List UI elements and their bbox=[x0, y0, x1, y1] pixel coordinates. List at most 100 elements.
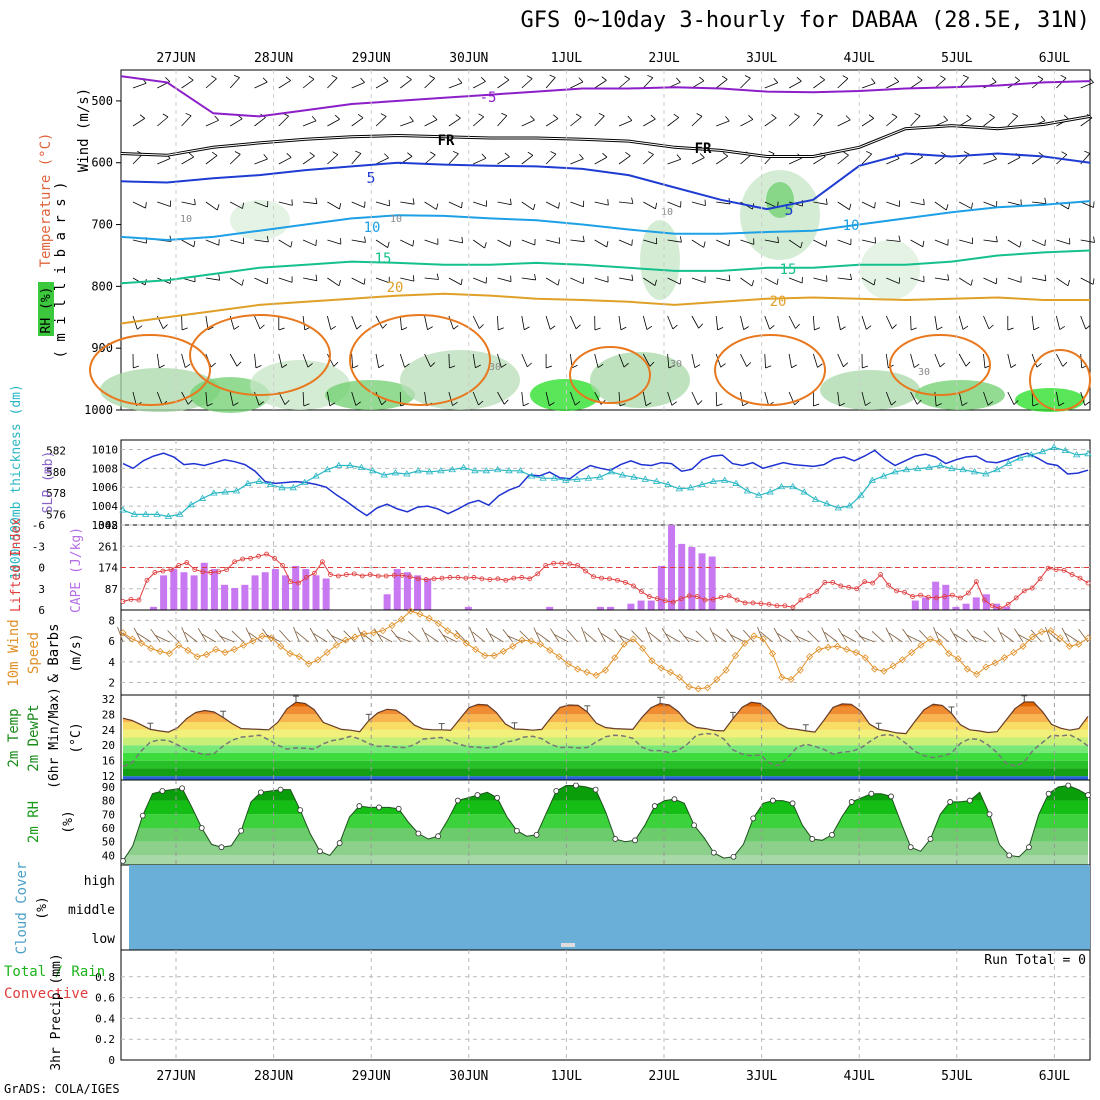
wind-speed-point bbox=[759, 635, 767, 643]
lifted-index-point bbox=[646, 594, 652, 599]
lifted-index-point bbox=[319, 559, 325, 565]
cape-bar bbox=[911, 600, 919, 610]
rh-point bbox=[395, 805, 402, 812]
contour-label: 20 bbox=[770, 294, 787, 310]
lifted-index-point bbox=[870, 580, 876, 586]
rh-point bbox=[651, 803, 658, 809]
wind-speed-point bbox=[212, 645, 220, 653]
wind-speed-point bbox=[369, 629, 378, 637]
wind-speed-point bbox=[583, 668, 591, 676]
wind-speed-point bbox=[1075, 640, 1083, 648]
lifted-index-point bbox=[830, 579, 836, 585]
cape-bar bbox=[688, 547, 696, 610]
lifted-index-point bbox=[495, 576, 501, 582]
lifted-index-point bbox=[479, 576, 485, 582]
lifted-index-point bbox=[878, 572, 884, 577]
lifted-index-point bbox=[957, 595, 963, 601]
credit-label: GrADS: COLA/IGES bbox=[4, 1082, 120, 1096]
date-label-top: 28JUN bbox=[254, 51, 293, 66]
wind-speed-point bbox=[1038, 628, 1046, 636]
cape-bar bbox=[383, 594, 391, 610]
axis-label-precip-1: Total / Rain bbox=[4, 964, 105, 980]
thickness-point bbox=[1038, 447, 1047, 455]
axis-label-precip-2: Convective bbox=[4, 986, 88, 1002]
slp-tick-label: 1002 bbox=[92, 519, 119, 532]
pressure-tick-label: 1000 bbox=[84, 403, 113, 417]
wind-speed-point bbox=[973, 670, 981, 678]
lifted-index-point bbox=[1021, 588, 1027, 594]
wind-speed-point bbox=[444, 627, 452, 635]
rh-point bbox=[198, 825, 205, 831]
cape-bar bbox=[190, 575, 198, 610]
lifted-index-point bbox=[216, 569, 222, 575]
thickness-point bbox=[607, 468, 615, 475]
wind-speed-point bbox=[165, 649, 173, 658]
rh-point bbox=[494, 794, 501, 801]
thickness-point bbox=[720, 476, 729, 483]
cape-bar bbox=[292, 565, 300, 610]
pressure-tick-label: 800 bbox=[91, 279, 113, 293]
lifted-index-point bbox=[758, 601, 764, 607]
pressure-tick-label: 500 bbox=[91, 94, 113, 108]
lifted-index-point bbox=[702, 597, 708, 603]
thickness-point bbox=[471, 467, 479, 474]
cape-bar bbox=[221, 584, 229, 610]
wind-speed-point bbox=[202, 651, 211, 659]
pressure-tick-label: 600 bbox=[91, 156, 113, 170]
thickness-point bbox=[232, 487, 241, 494]
rh-shading bbox=[100, 368, 220, 412]
cape-bar bbox=[393, 569, 401, 610]
rh-shading bbox=[860, 240, 920, 300]
rh-shading bbox=[400, 350, 520, 410]
thickness-point bbox=[516, 467, 525, 474]
axis-label-lifted-index: Lifted Index bbox=[9, 518, 24, 612]
rh-point bbox=[1045, 790, 1052, 797]
cape-bar bbox=[170, 569, 178, 610]
wind-speed-point bbox=[147, 644, 155, 652]
rh-point bbox=[829, 831, 835, 838]
wind-speed-point bbox=[787, 675, 795, 684]
cape-tick-label: 87 bbox=[105, 583, 118, 596]
lifted-index-point bbox=[272, 555, 277, 561]
thickness-point bbox=[596, 473, 604, 480]
lifted-index-point bbox=[184, 560, 190, 565]
rh-point bbox=[139, 812, 146, 819]
thickness-point bbox=[823, 499, 831, 507]
wind-speed-point bbox=[935, 638, 944, 646]
lifted-index-point bbox=[886, 582, 892, 588]
wind-speed-point bbox=[295, 653, 303, 661]
thickness-point bbox=[334, 461, 343, 468]
isotherm-m5 bbox=[120, 75, 1091, 118]
lifted-index-point bbox=[527, 576, 533, 582]
wind-speed-point bbox=[629, 635, 637, 643]
date-label-top: 29JUN bbox=[352, 51, 391, 66]
lifted-index-point bbox=[973, 579, 979, 585]
wind-speed-point bbox=[750, 632, 758, 640]
wind-speed-point bbox=[1065, 642, 1074, 650]
cape-bar bbox=[403, 572, 411, 610]
lifted-index-point bbox=[750, 600, 756, 606]
wind-speed-point bbox=[768, 649, 777, 658]
wind-speed-point bbox=[722, 666, 730, 674]
thickness-point bbox=[278, 484, 286, 491]
thickness-point bbox=[698, 480, 706, 488]
lifted-index-point bbox=[128, 596, 134, 602]
upper-contour-30 bbox=[89, 314, 1091, 411]
cloud-level-label: low bbox=[92, 932, 116, 947]
rh-tick-label: 80 bbox=[102, 795, 115, 808]
cape-bar bbox=[302, 569, 310, 610]
wind-speed-point bbox=[954, 655, 962, 663]
rh-point bbox=[317, 848, 323, 855]
lifted-index-point bbox=[1029, 585, 1035, 591]
wind-speed-point bbox=[240, 641, 248, 649]
lifted-index-point bbox=[989, 603, 995, 609]
lifted-index-point bbox=[814, 589, 820, 594]
cape-bar bbox=[596, 606, 604, 610]
lifted-index-point bbox=[431, 576, 437, 582]
date-label-top: 3JUL bbox=[746, 51, 777, 66]
rh-point bbox=[573, 782, 579, 789]
axis-label-wind-1: 10m Wind bbox=[6, 619, 22, 686]
cape-bar bbox=[607, 606, 615, 610]
thickness-point bbox=[993, 465, 1001, 473]
cape-bar bbox=[160, 575, 168, 610]
